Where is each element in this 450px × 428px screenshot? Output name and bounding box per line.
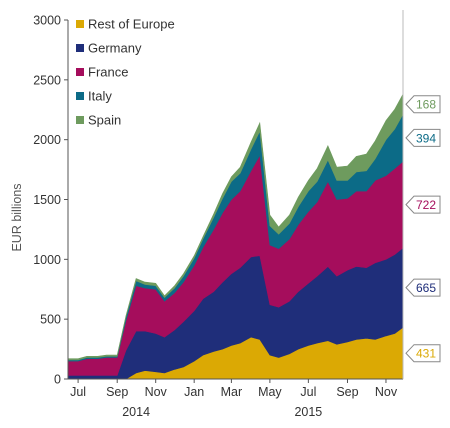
- y-tick-label: 1500: [33, 193, 61, 207]
- y-tick-label: 1000: [33, 253, 61, 267]
- y-tick-label: 2500: [33, 73, 61, 87]
- x-tick-label: Mar: [221, 385, 243, 399]
- end-label-spain: 168: [416, 98, 436, 112]
- end-label-france: 722: [416, 198, 436, 212]
- legend-label-germany: Germany: [88, 41, 142, 56]
- end-label-box-germany: [405, 278, 441, 297]
- end-label-germany: 665: [416, 281, 436, 295]
- end-label-box-rest-of-europe: [405, 344, 441, 363]
- year-label: 2014: [122, 405, 150, 419]
- legend-label-italy: Italy: [88, 89, 112, 104]
- legend-swatch-germany: [76, 44, 84, 52]
- legend-swatch-italy: [76, 92, 84, 100]
- end-label-box-italy: [405, 128, 441, 147]
- x-tick-label: May: [258, 385, 282, 399]
- y-tick-label: 500: [40, 313, 61, 327]
- axes-group: 0 500 1000 1500 2000 2500 3000 Jul Sep Nov Jan Mar M…: [10, 10, 404, 419]
- legend-swatch-france: [76, 68, 84, 76]
- year-label: 2015: [294, 405, 322, 419]
- end-label-box-spain: [405, 95, 441, 114]
- x-tick-label: Nov: [145, 385, 168, 399]
- legend: Rest of Europe Germany France Italy Spain: [76, 17, 175, 128]
- x-tick-label: Sep: [336, 385, 358, 399]
- end-labels-group: 431 665 722 394 168: [405, 95, 441, 363]
- x-tick-label: Jul: [70, 385, 86, 399]
- y-axis-title: EUR billions: [10, 183, 24, 251]
- x-tick-label: Nov: [375, 385, 398, 399]
- end-label-italy: 394: [416, 131, 436, 145]
- x-tick-label: Jan: [184, 385, 204, 399]
- x-tick-label: Jul: [300, 385, 316, 399]
- legend-label-rest-of-europe: Rest of Europe: [88, 17, 175, 32]
- legend-label-france: France: [88, 65, 128, 80]
- y-tick-label: 3000: [33, 14, 61, 28]
- end-label-rest-of-europe: 431: [416, 347, 436, 361]
- y-tick-label: 0: [54, 373, 61, 387]
- legend-swatch-rest-of-europe: [76, 20, 84, 28]
- area-series-group: [67, 94, 404, 380]
- legend-swatch-spain: [76, 116, 84, 124]
- y-tick-label: 2000: [33, 133, 61, 147]
- end-label-box-france: [405, 195, 441, 214]
- legend-label-spain: Spain: [88, 113, 121, 128]
- x-tick-label: Sep: [106, 385, 128, 399]
